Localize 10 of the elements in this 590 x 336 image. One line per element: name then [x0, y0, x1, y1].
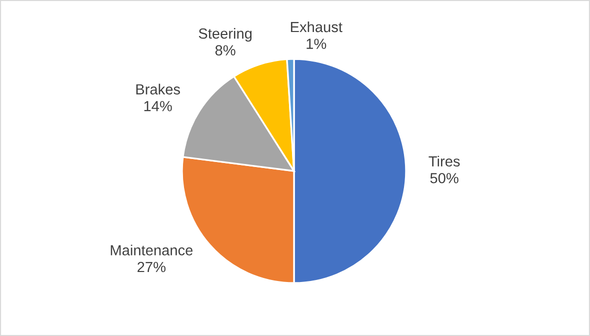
data-label: 50%: [430, 172, 458, 184]
data-label: 1%: [306, 38, 326, 49]
slice-label: Steering: [198, 28, 252, 42]
data-label: 27%: [138, 262, 166, 272]
data-label: 14%: [144, 101, 172, 112]
slice-label: Brakes: [136, 84, 180, 95]
slice-label: Tires: [428, 156, 460, 167]
data-label: 8%: [215, 45, 236, 56]
slice-label: Exhaust: [290, 21, 342, 32]
slice-label: Maintenance: [110, 244, 193, 256]
